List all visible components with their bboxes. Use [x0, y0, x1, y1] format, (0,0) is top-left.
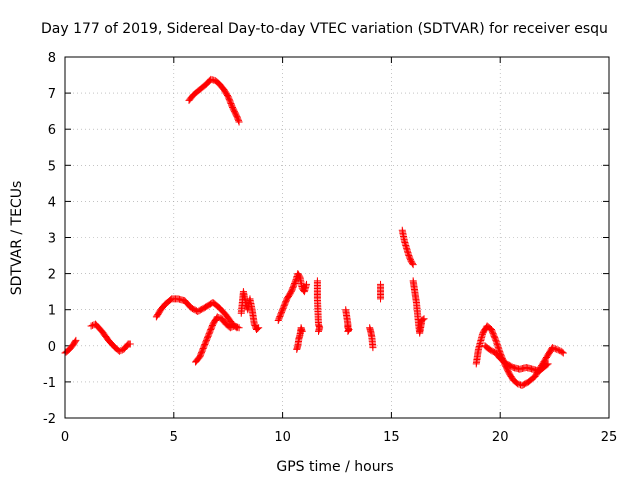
y-tick-label: 5: [48, 159, 56, 174]
data-point: [409, 261, 417, 269]
data-point: [550, 344, 558, 352]
data-point: [553, 345, 561, 353]
plot-frame: [64, 56, 610, 419]
x-axis-label: GPS time / hours: [276, 459, 393, 475]
data-point: [554, 346, 562, 354]
data-point: [303, 280, 311, 288]
data-point: [544, 360, 552, 368]
x-tick-label: 25: [601, 430, 618, 445]
y-tick-label: 6: [48, 123, 56, 138]
data-point: [87, 322, 95, 330]
ticks-layer: -2 -1 0 1 2 3 4 5 6 7 8 0 5 10 15 20 25: [43, 51, 617, 445]
y-tick-label: 2: [48, 268, 56, 283]
data-point: [344, 327, 352, 335]
data-point: [117, 347, 125, 355]
x-tick-label: 15: [383, 430, 400, 445]
data-point: [514, 380, 522, 388]
data-point: [226, 324, 234, 332]
x-tick-label: 5: [170, 430, 178, 445]
data-point: [235, 324, 243, 332]
data-point: [420, 315, 428, 323]
y-tick-label: 1: [48, 304, 56, 319]
data-point: [408, 259, 416, 267]
y-tick-label: 4: [48, 195, 56, 210]
data-point: [235, 117, 243, 125]
y-tick-label: 8: [48, 51, 56, 66]
data-point: [315, 327, 323, 335]
data-point: [115, 347, 123, 355]
y-tick-label: -1: [43, 376, 56, 391]
y-tick-label: 3: [48, 232, 56, 247]
data-points: [61, 75, 567, 390]
y-tick-label: 7: [48, 87, 56, 102]
data-point: [215, 314, 223, 322]
x-tick-label: 20: [492, 430, 509, 445]
data-point: [126, 340, 134, 348]
data-point: [543, 361, 551, 369]
data-point: [298, 327, 306, 335]
x-tick-label: 10: [274, 430, 291, 445]
data-point: [235, 118, 243, 126]
x-tick-label: 0: [61, 430, 69, 445]
data-point: [71, 338, 79, 346]
data-point: [558, 348, 566, 356]
y-tick-label: -2: [43, 412, 56, 427]
data-point: [254, 325, 262, 333]
data-point: [548, 344, 556, 352]
data-point: [551, 345, 559, 353]
data-point: [419, 316, 427, 324]
data-point: [345, 326, 353, 334]
data-point: [377, 295, 385, 303]
data-point: [559, 349, 567, 357]
y-tick-label: 0: [48, 340, 56, 355]
chart-title: Day 177 of 2019, Sidereal Day-to-day VTE…: [41, 21, 608, 37]
data-point: [344, 326, 352, 334]
data-point: [72, 336, 80, 344]
data-point: [255, 324, 263, 332]
data-point: [231, 322, 239, 330]
y-axis-label: SDTVAR / TECUs: [9, 181, 25, 296]
data-point: [232, 323, 240, 331]
grid-layer: [65, 57, 609, 418]
data-point: [369, 344, 377, 352]
data-point: [234, 323, 242, 331]
data-point: [213, 313, 221, 321]
